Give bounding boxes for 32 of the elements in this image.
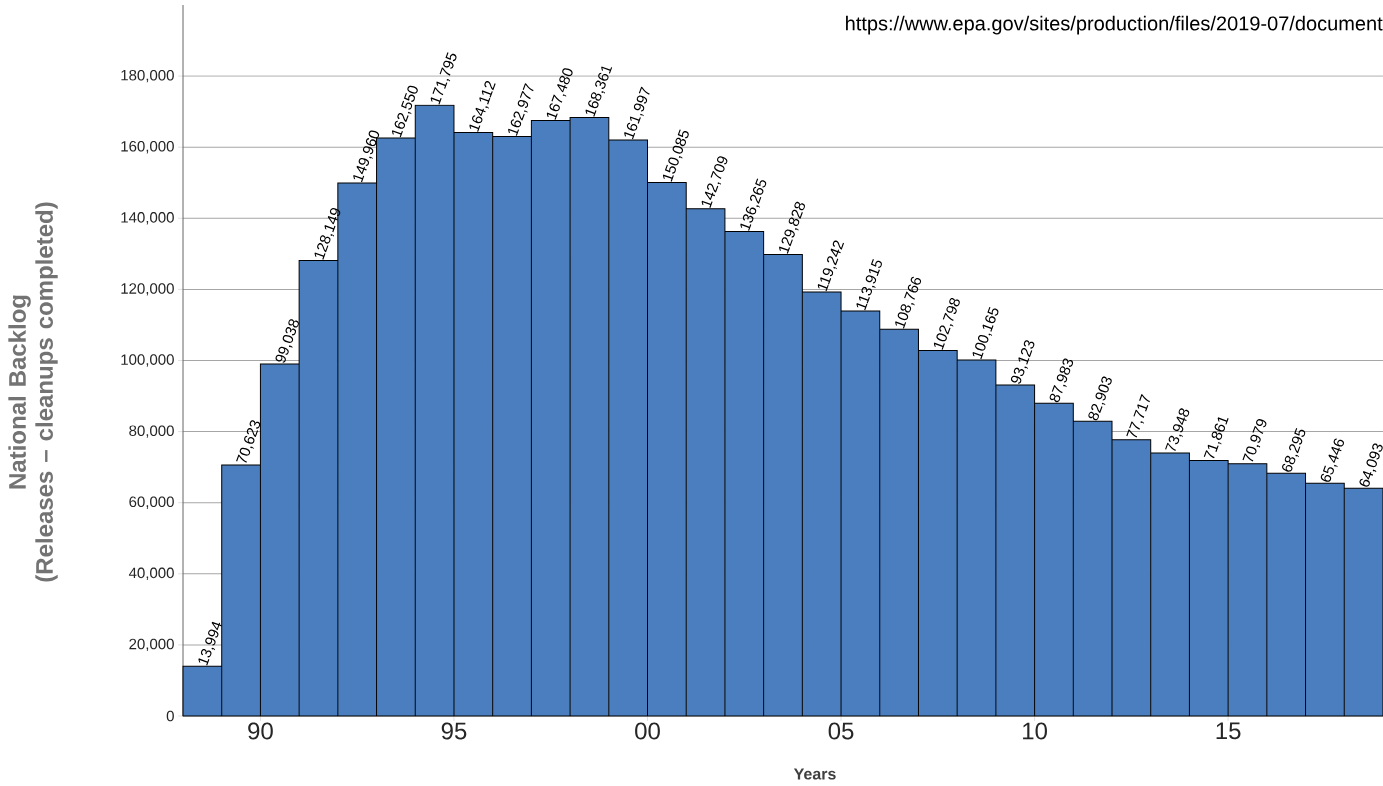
data-label: 13,994 — [198, 621, 222, 666]
data-label: 82,903 — [1088, 376, 1112, 421]
y-axis-title: National Backlog (Releases – cleanups completed) — [8, 202, 58, 582]
x-tick-label: 15 — [1216, 722, 1241, 740]
data-label: 87,983 — [1049, 358, 1074, 403]
y-tick-label: 20,000 — [129, 638, 174, 652]
y-tick-label: 80,000 — [129, 425, 174, 438]
y-tick-label: 160,000 — [121, 140, 174, 154]
x-tick-label: 00 — [635, 722, 660, 740]
data-label: 77,717 — [1126, 394, 1150, 438]
data-label: 99,038 — [275, 319, 299, 363]
data-label: 64,093 — [1359, 443, 1383, 487]
y-tick-label: 60,000 — [129, 496, 174, 509]
x-axis-title: Years — [793, 768, 836, 780]
x-tick-label: 95 — [441, 722, 467, 740]
data-label: 93,123 — [1010, 340, 1035, 384]
x-tick-label: 10 — [1023, 722, 1047, 740]
data-label: 65,446 — [1320, 438, 1345, 482]
y-tick-label: 40,000 — [128, 567, 174, 580]
data-label: 70,979 — [1242, 419, 1267, 462]
data-label: 71,861 — [1203, 417, 1229, 459]
data-label: 70,623 — [236, 420, 261, 463]
annotation: https://www.epa.gov/sites/production/files/2019-07/document — [846, 15, 1383, 35]
x-tick-label: 90 — [248, 722, 273, 740]
y-tick-label: 120,000 — [121, 283, 174, 296]
y-tick-label: 180,000 — [121, 69, 174, 83]
data-label: 68,295 — [1282, 428, 1306, 472]
y-tick-label: 0 — [166, 710, 174, 722]
data-label: 73,948 — [1165, 408, 1190, 451]
y-tick-label: 100,000 — [121, 354, 174, 367]
x-tick-label: 05 — [828, 722, 854, 740]
y-tick-label: 140,000 — [121, 212, 174, 225]
